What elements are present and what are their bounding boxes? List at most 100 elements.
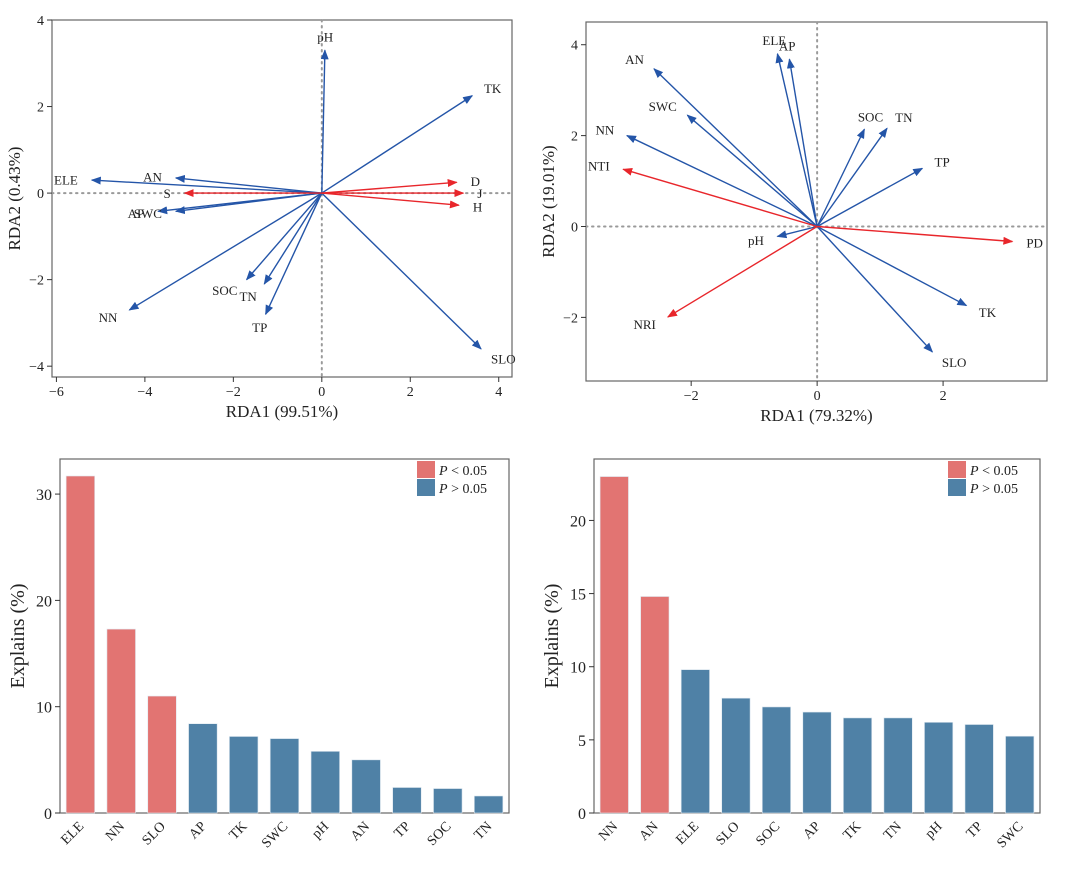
x-tick-label: −4 [137,385,152,400]
env-vector-tk [816,225,968,307]
env-vector-soc [816,128,865,227]
x-category-label: AP [186,819,209,842]
vector-label-soc: SOC [212,283,237,298]
env-vector-tn [816,127,888,227]
explained-variance-bar-chart-2: 0 5 10 15 20 Explains (%) NN AN ELE SLO SOC AP TK TN p… [541,458,1041,851]
legend-p-symbol: P [438,482,448,497]
x-category-label: TP [392,819,414,841]
bar-an [640,596,670,814]
env-vector-an [174,174,322,194]
bar-swc [1005,735,1035,814]
bar-ph [924,722,954,814]
vector-label-slo: SLO [942,355,967,370]
x-category-label: TN [472,819,496,843]
vector-label-ph: pH [317,29,333,44]
x-tick-label: 2 [940,389,947,404]
vector-label-h: H [473,199,482,214]
legend-swatch-nonsig [417,479,435,496]
env-vector-tp [816,167,924,228]
x-category-label: pH [923,819,946,842]
y-axis-title: RDA2 (0.43%) [5,147,24,251]
y-tick-label: −2 [29,274,44,289]
x-category-label: AN [348,819,373,844]
vector-label-soc: SOC [858,110,883,125]
legend-p-symbol: P [438,464,448,479]
y-tick-label: 20 [36,593,52,610]
y-tick-label: −2 [563,311,578,326]
x-category-label: SWC [994,819,1026,851]
y-tick-label: 30 [36,487,52,504]
env-vector-slo [816,226,934,353]
x-category-label: TK [841,819,865,843]
x-category-label: TN [881,819,905,843]
vector-label-d: D [471,174,480,189]
env-vector-swc [686,114,818,228]
x-tick-label: 0 [318,385,325,400]
bar-swc [269,738,300,814]
y-tick-label: 4 [37,14,44,29]
bar-soc [433,788,463,814]
x-category-label: AN [637,819,662,844]
rda-biplot-2: −2 0 2 −2 0 2 4 RDA1 (79.32%) RDA2 (19.01%) AN ELE… [539,21,1048,425]
legend-label-nonsig: P > 0.05 [969,482,1018,497]
y-axis-title: Explains (%) [541,584,563,689]
x-category-label: SOC [753,819,783,849]
x-tick-label: −2 [684,389,699,404]
y-axis-title: RDA2 (19.01%) [539,145,558,257]
x-category-label: SLO [140,819,169,848]
response-vector-nti [622,167,818,228]
response-vector-d [321,179,458,194]
explained-variance-bar-chart-1: 0 10 20 30 Explains (%) ELE NN SLO AP TK SWC pH AN TP… [7,458,510,851]
legend-label-sig: P < 0.05 [969,464,1018,479]
x-category-label: SOC [425,819,455,849]
bar-ele [65,475,95,814]
vector-label-an: AN [143,170,162,185]
vector-label-slo: SLO [491,352,516,367]
y-tick-label: 0 [571,220,578,235]
vector-label-tn: TN [895,110,913,125]
env-vector-an [653,68,818,227]
response-vector-h [321,192,460,209]
env-vector-ph [776,225,818,239]
x-category-label: TP [964,819,986,841]
vector-label-s: S [163,186,170,201]
vector-label-nn: NN [596,123,615,138]
env-vector-ph [320,49,329,194]
y-tick-label: 5 [578,733,586,750]
x-tick-label: 0 [814,389,821,404]
env-vector-nn [626,134,818,228]
bar-ph [310,751,340,814]
bar-ele [680,669,710,814]
env-vector-soc [245,192,323,281]
x-category-label: ELE [58,819,87,848]
legend-label-sig: P < 0.05 [438,464,487,479]
vector-label-nti: NTI [588,158,610,173]
env-vector-slo [321,192,482,350]
legend-threshold: > 0.05 [979,482,1018,497]
env-vector-ap [786,58,818,227]
bar-slo [147,695,177,814]
x-category-label: pH [309,819,332,842]
vector-label-nri: NRI [634,317,656,332]
env-vector-tn [263,192,323,285]
bar-tk [229,736,259,814]
y-axis-title: Explains (%) [7,584,29,689]
y-tick-label: 0 [37,187,44,202]
x-category-label: ELE [673,819,702,848]
vector-label-an: AN [625,52,644,67]
legend-threshold: > 0.05 [448,482,487,497]
legend-p-symbol: P [969,464,979,479]
y-tick-label: 10 [570,660,586,677]
bar-tn [883,717,913,814]
response-vector-pd [817,225,1014,245]
bar-soc [761,706,791,814]
vector-label-j: J [477,186,482,201]
env-vector-ele [775,52,818,227]
vector-label-tk: TK [484,81,502,96]
response-vector-nri [667,225,818,318]
x-category-label: TK [227,819,251,843]
x-category-label: SWC [259,819,291,851]
vector-label-ap: AP [779,38,796,53]
rda-biplot-1: −6 −4 −2 0 2 4 −4 −2 0 2 4 RDA1 (99.51%) RDA2 (0.43%… [5,14,516,421]
